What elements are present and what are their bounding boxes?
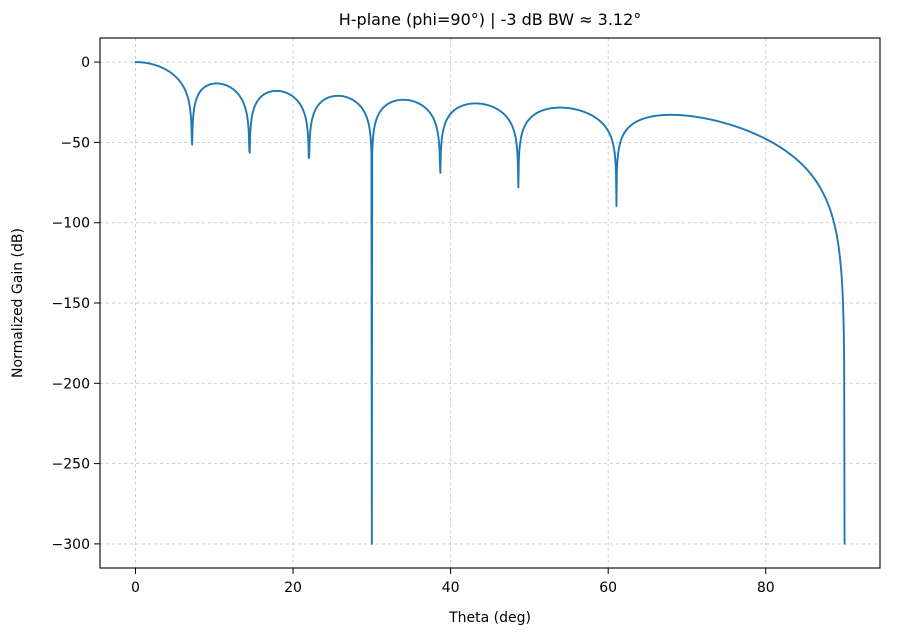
pattern-line: [134, 61, 846, 545]
axis-ticks: 0 20 40 60 80 0 −50 −100 −150 −200 −250 −300: [52, 55, 775, 596]
x-tick-label: 40: [442, 580, 460, 596]
x-tick-label: 0: [131, 580, 140, 596]
x-axis-label: Theta (deg): [448, 610, 531, 626]
y-tick-label: −250: [52, 457, 90, 473]
y-tick-label: −200: [52, 376, 90, 392]
grid: [100, 38, 880, 568]
plot-border: [99, 37, 881, 569]
y-tick-label: 0: [81, 55, 90, 71]
x-tick-label: 60: [599, 580, 617, 596]
y-tick-label: −300: [52, 537, 90, 553]
x-tick-label: 20: [284, 580, 302, 596]
y-tick-label: −100: [52, 216, 90, 232]
y-tick-label: −150: [52, 296, 90, 312]
y-axis-label: Normalized Gain (dB): [10, 228, 26, 378]
data-series: [134, 61, 846, 545]
x-tick-label: 80: [757, 580, 775, 596]
chart-title: H-plane (phi=90°) | -3 dB BW ≈ 3.12°: [339, 10, 642, 29]
y-tick-label: −50: [60, 135, 90, 151]
